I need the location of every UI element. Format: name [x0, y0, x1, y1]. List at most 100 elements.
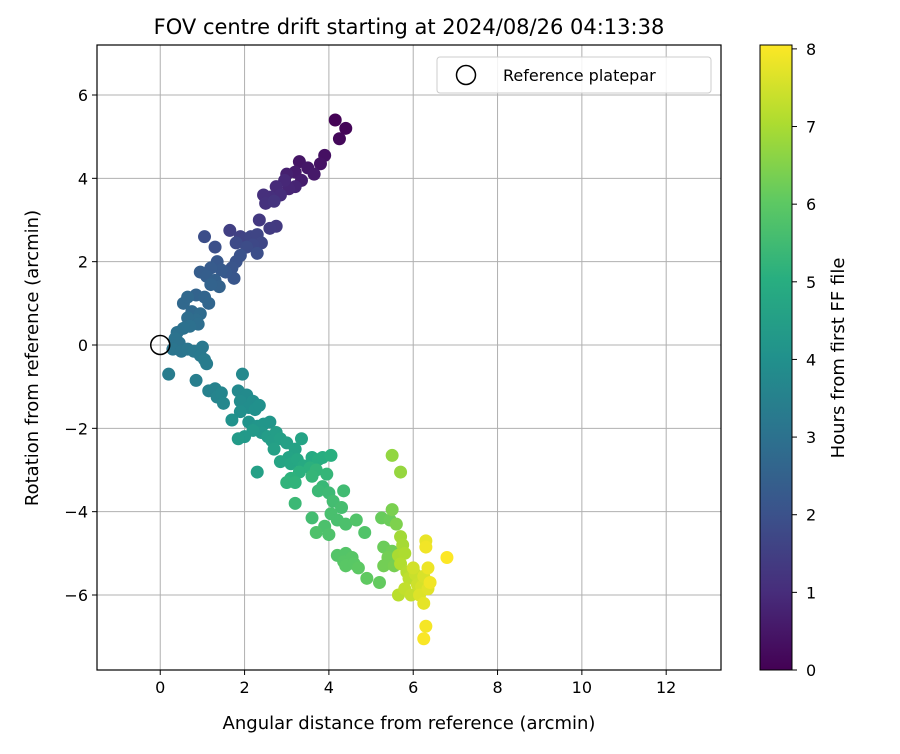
- data-point: [235, 367, 249, 381]
- data-point: [305, 511, 319, 525]
- data-point: [309, 526, 323, 539]
- data-point: [229, 236, 243, 250]
- data-point: [294, 432, 308, 446]
- data-point: [198, 230, 212, 244]
- data-points: [162, 113, 454, 646]
- colorbar-tick-label: 7: [806, 118, 816, 137]
- y-tick-label: −2: [64, 419, 88, 438]
- data-point: [398, 546, 412, 560]
- data-point: [339, 121, 353, 135]
- legend-marker-hollow-circle-icon: [455, 64, 477, 86]
- x-tick-label: 0: [155, 678, 165, 697]
- data-point: [267, 442, 281, 456]
- x-tick-label: 12: [656, 678, 676, 697]
- colorbar: [759, 44, 793, 671]
- data-point: [358, 526, 372, 539]
- data-point: [305, 469, 319, 483]
- data-point: [385, 503, 399, 517]
- data-point: [208, 240, 222, 254]
- data-point: [162, 367, 176, 381]
- data-point: [320, 467, 334, 481]
- colorbar-label: Hours from first FF file: [828, 258, 849, 459]
- data-point: [372, 576, 386, 589]
- data-point: [377, 559, 391, 573]
- x-axis-ticks: 0 2 4 6 8 10 12: [155, 670, 676, 697]
- data-point: [233, 405, 247, 419]
- data-point: [216, 396, 230, 410]
- data-point: [419, 619, 433, 633]
- data-point: [288, 496, 302, 510]
- y-tick-label: 4: [78, 169, 88, 188]
- colorbar-tick-label: 2: [806, 506, 816, 525]
- legend-entry-reference-platepar: Reference platepar: [503, 66, 656, 85]
- x-tick-label: 10: [572, 678, 592, 697]
- y-axis-ticks: −6 −4 −2 0 2 4 6: [64, 86, 97, 605]
- data-point: [313, 157, 327, 171]
- data-point: [339, 517, 353, 531]
- x-axis-label: Angular distance from reference (arcmin): [223, 713, 596, 734]
- y-tick-label: 0: [78, 336, 88, 355]
- colorbar-tick-label: 8: [806, 40, 816, 59]
- colorbar-tick-label: 1: [806, 583, 816, 602]
- data-point: [223, 223, 237, 237]
- reference-platepar-marker: [149, 334, 171, 356]
- x-tick-label: 2: [239, 678, 249, 697]
- y-tick-label: −6: [64, 586, 88, 605]
- x-tick-label: 6: [408, 678, 418, 697]
- data-point: [389, 517, 403, 531]
- data-point: [263, 415, 277, 429]
- data-point: [419, 540, 433, 554]
- data-point: [252, 213, 266, 227]
- data-point: [324, 448, 338, 462]
- colorbar-tick-label: 3: [806, 428, 816, 447]
- y-tick-label: −4: [64, 503, 88, 522]
- data-point: [337, 484, 351, 498]
- data-point: [252, 398, 266, 412]
- colorbar-tick-label: 0: [806, 661, 816, 680]
- data-point: [440, 551, 454, 564]
- colorbar-tick-label: 5: [806, 273, 816, 292]
- data-point: [263, 221, 277, 235]
- y-axis-label: Rotation from reference (arcmin): [22, 210, 43, 506]
- colorbar-ticks: 0 1 2 3 4 5 6 7 8: [792, 40, 816, 680]
- x-tick-label: 8: [492, 678, 502, 697]
- legend: Reference platepar: [436, 56, 712, 94]
- data-point: [349, 513, 363, 527]
- data-point: [328, 113, 342, 127]
- data-point: [250, 465, 264, 479]
- data-point: [406, 561, 420, 575]
- data-point: [417, 596, 431, 610]
- data-point: [322, 528, 336, 542]
- data-point: [214, 263, 228, 277]
- y-tick-label: 6: [78, 86, 88, 105]
- data-point: [311, 484, 325, 498]
- data-point: [385, 448, 399, 462]
- reference-marker-group: [149, 334, 171, 356]
- colorbar-tick-label: 4: [806, 350, 816, 369]
- chart-title: FOV centre drift starting at 2024/08/26 …: [154, 15, 665, 39]
- plot-frame: [96, 44, 722, 671]
- data-point: [307, 167, 321, 181]
- x-tick-label: 4: [324, 678, 334, 697]
- data-point: [267, 194, 281, 208]
- data-point: [417, 632, 431, 646]
- data-point: [231, 432, 245, 446]
- data-point: [335, 501, 349, 514]
- data-point: [181, 290, 195, 304]
- data-point: [394, 465, 408, 479]
- data-point: [273, 455, 287, 469]
- data-point: [214, 386, 228, 400]
- y-tick-label: 2: [78, 253, 88, 272]
- data-point: [204, 278, 218, 292]
- data-point: [225, 413, 239, 427]
- colorbar-tick-label: 6: [806, 195, 816, 214]
- data-point: [421, 561, 435, 575]
- data-point: [423, 576, 437, 589]
- data-point: [202, 296, 216, 310]
- data-point: [351, 561, 365, 575]
- data-point: [200, 357, 214, 371]
- data-point: [332, 132, 346, 146]
- data-point: [189, 373, 203, 387]
